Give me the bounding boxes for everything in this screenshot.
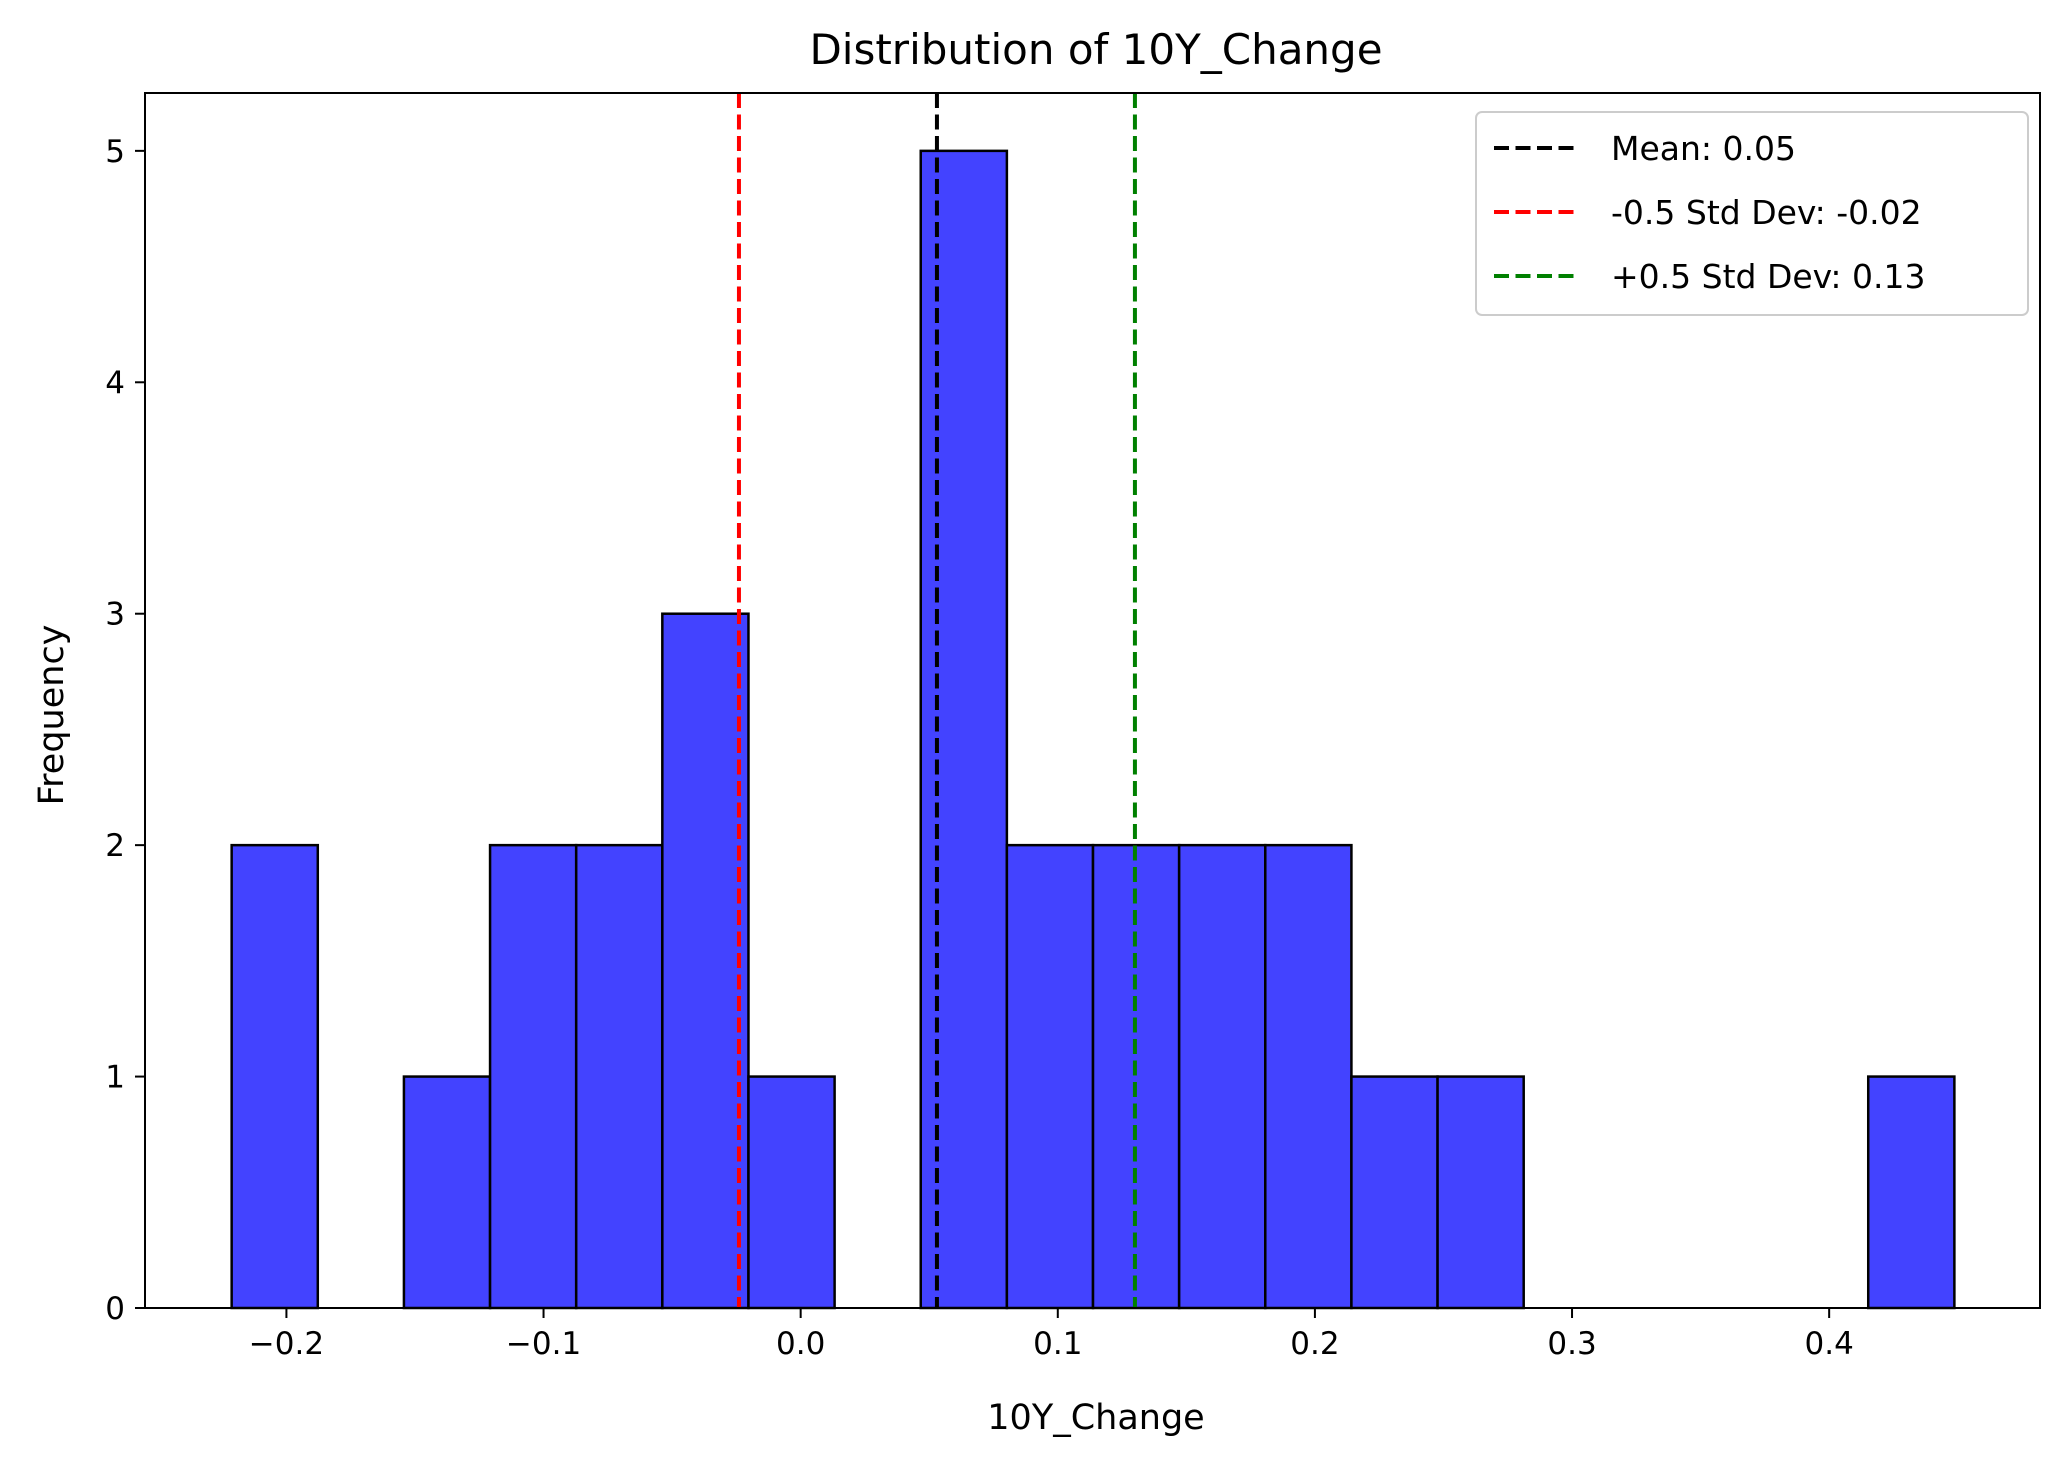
histogram-bar: [661, 612, 750, 1310]
histogram-bar: [488, 843, 578, 1310]
legend-box: [1475, 111, 2029, 316]
x-tick-label: 0.4: [1805, 1326, 1854, 1362]
x-tick-label: −0.1: [506, 1326, 581, 1362]
x-tick-label: 0.0: [776, 1326, 825, 1362]
y-tick-label: 5: [105, 134, 125, 170]
legend: Mean: 0.05 -0.5 Std Dev: -0.02 +0.5 Std De…: [1475, 111, 2029, 316]
y-tick-label: 0: [105, 1291, 125, 1327]
reference-lines: [736, 93, 1137, 1308]
y-tick-label: 2: [105, 828, 125, 864]
histogram-bars: [230, 149, 1956, 1310]
histogram-bar: [1350, 1075, 1439, 1310]
histogram-bar: [1005, 843, 1095, 1310]
histogram-bar: [402, 1075, 492, 1310]
y-tick-label: 3: [105, 597, 125, 633]
x-tick-label: 0.2: [1290, 1326, 1339, 1362]
x-tick-label: 0.3: [1547, 1326, 1596, 1362]
x-tick-label: 0.1: [1033, 1326, 1082, 1362]
y-axis-label: Frequency: [32, 625, 72, 806]
legend-entry-label: Mean: 0.05: [1611, 129, 1796, 168]
histogram-bar: [919, 149, 1009, 1310]
chart-title: Distribution of 10Y_Change: [809, 25, 1382, 74]
histogram-bar: [747, 1075, 836, 1310]
histogram-bar: [574, 843, 664, 1310]
histogram-bar: [230, 843, 320, 1310]
x-tick-label: −0.2: [249, 1326, 324, 1362]
legend-entry-label: +0.5 Std Dev: 0.13: [1611, 257, 1925, 296]
histogram-bar: [1177, 843, 1267, 1310]
y-tick-label: 1: [105, 1060, 125, 1096]
plot-area-frame: [144, 92, 2041, 1309]
histogram-bar: [1866, 1075, 1956, 1310]
histogram-bar: [1436, 1075, 1525, 1310]
histogram-bar: [1264, 843, 1353, 1310]
y-axis-ticks: 0 1 2 3 4 5: [105, 134, 145, 1327]
legend-entry-label: -0.5 Std Dev: -0.02: [1611, 193, 1922, 232]
x-axis-label: 10Y_Change: [987, 1398, 1204, 1438]
x-axis-ticks: −0.2 −0.1 0.0 0.1 0.2 0.3 0.4: [249, 1308, 1854, 1362]
y-tick-label: 4: [105, 365, 125, 401]
